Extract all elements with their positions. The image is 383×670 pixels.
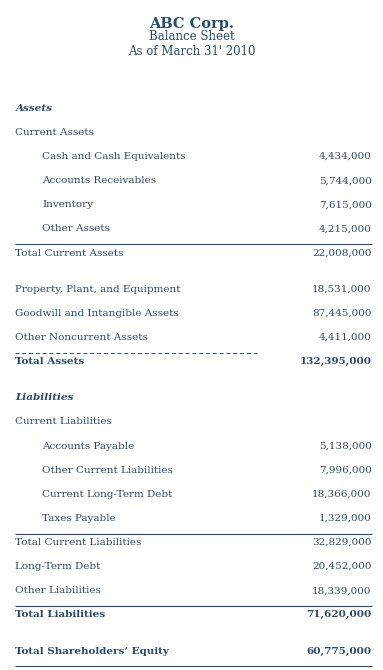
Text: Total Shareholders’ Equity: Total Shareholders’ Equity <box>15 647 169 655</box>
Text: Goodwill and Intangible Assets: Goodwill and Intangible Assets <box>15 309 179 318</box>
Text: Accounts Receivables: Accounts Receivables <box>42 176 156 185</box>
Text: 132,395,000: 132,395,000 <box>300 357 372 366</box>
Text: Liabilities: Liabilities <box>15 393 74 402</box>
Text: 18,366,000: 18,366,000 <box>312 490 372 498</box>
Text: 7,996,000: 7,996,000 <box>319 466 372 474</box>
Text: Total Assets: Total Assets <box>15 357 85 366</box>
Text: Balance Sheet: Balance Sheet <box>149 30 234 43</box>
Text: 4,411,000: 4,411,000 <box>319 333 372 342</box>
Text: Other Liabilities: Other Liabilities <box>15 586 101 595</box>
Text: Other Noncurrent Assets: Other Noncurrent Assets <box>15 333 148 342</box>
Text: 4,434,000: 4,434,000 <box>319 152 372 161</box>
Text: 71,620,000: 71,620,000 <box>306 610 372 619</box>
Text: Long-Term Debt: Long-Term Debt <box>15 562 101 571</box>
Text: 32,829,000: 32,829,000 <box>312 538 372 547</box>
Text: 18,531,000: 18,531,000 <box>312 285 372 293</box>
Text: Accounts Payable: Accounts Payable <box>42 442 134 450</box>
Text: Current Long-Term Debt: Current Long-Term Debt <box>42 490 172 498</box>
Text: 18,339,000: 18,339,000 <box>312 586 372 595</box>
Text: Taxes Payable: Taxes Payable <box>42 514 116 523</box>
Text: Cash and Cash Equivalents: Cash and Cash Equivalents <box>42 152 186 161</box>
Text: Property, Plant, and Equipment: Property, Plant, and Equipment <box>15 285 181 293</box>
Text: Total Current Liabilities: Total Current Liabilities <box>15 538 142 547</box>
Text: Assets: Assets <box>15 104 52 113</box>
Text: 20,452,000: 20,452,000 <box>312 562 372 571</box>
Text: 60,775,000: 60,775,000 <box>306 647 372 655</box>
Text: 7,615,000: 7,615,000 <box>319 200 372 209</box>
Text: Current Liabilities: Current Liabilities <box>15 417 112 426</box>
Text: Total Liabilities: Total Liabilities <box>15 610 105 619</box>
Text: 87,445,000: 87,445,000 <box>312 309 372 318</box>
Text: 5,138,000: 5,138,000 <box>319 442 372 450</box>
Text: Inventory: Inventory <box>42 200 93 209</box>
Text: 1,329,000: 1,329,000 <box>319 514 372 523</box>
Text: Current Assets: Current Assets <box>15 128 94 137</box>
Text: Other Current Liabilities: Other Current Liabilities <box>42 466 173 474</box>
Text: ABC Corp.: ABC Corp. <box>149 17 234 31</box>
Text: Total Current Assets: Total Current Assets <box>15 249 124 257</box>
Text: As of March 31' 2010: As of March 31' 2010 <box>128 45 255 58</box>
Text: Other Assets: Other Assets <box>42 224 110 233</box>
Text: 4,215,000: 4,215,000 <box>319 224 372 233</box>
Text: 5,744,000: 5,744,000 <box>319 176 372 185</box>
Text: 22,008,000: 22,008,000 <box>312 249 372 257</box>
